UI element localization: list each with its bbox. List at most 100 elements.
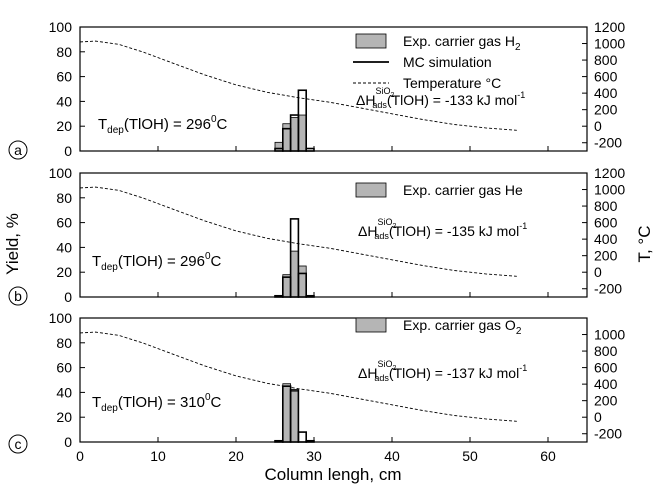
x-tick-label: 60 xyxy=(540,448,556,464)
tdep-t: T xyxy=(92,394,101,411)
x-label: Column lengh, cm xyxy=(264,465,401,484)
y-tick-label: 100 xyxy=(49,310,73,326)
dh-sup1: SiO xyxy=(377,217,392,227)
simulation-bar xyxy=(297,272,307,298)
panel-b: 020406080100-200020040060080010001200Exp… xyxy=(8,165,625,306)
panel-a: 020406080100-200020040060080010001200Exp… xyxy=(8,19,625,160)
dh-sup1sub: 2 xyxy=(392,365,396,372)
dh-sub1: ads xyxy=(374,231,389,241)
legend-label: Temperature °C xyxy=(403,75,501,91)
y2-tick-label: 0 xyxy=(594,118,602,134)
dh-sub1: ads xyxy=(372,100,387,110)
dh-delta: ΔH xyxy=(358,223,377,239)
y2-tick-label: -200 xyxy=(594,426,622,442)
dh-mid: (TlOH) = -135 kJ mol xyxy=(389,223,519,239)
y2-tick-label: -200 xyxy=(594,135,622,151)
y-tick-label: 100 xyxy=(49,165,73,181)
plot-frame xyxy=(79,317,588,443)
tdep-annotation: Tdep(TlOH) = 3100C xyxy=(92,392,222,414)
y-tick-label: 80 xyxy=(56,335,72,351)
dh-mid: (TlOH) = -137 kJ mol xyxy=(389,365,519,381)
dh-annotation: ΔHSiO2 ads(TlOH) = -135 kJ mol-1 xyxy=(358,217,527,241)
y2-tick-label: 0 xyxy=(594,409,602,425)
panels: 020406080100-200020040060080010001200Exp… xyxy=(8,19,625,464)
legend-label: Exp. carrier gas He xyxy=(403,182,523,198)
dh-sup2: -1 xyxy=(519,221,527,231)
simulation-bar xyxy=(297,431,307,443)
temperature-line xyxy=(79,40,517,131)
y2-tick-label: 600 xyxy=(594,215,618,231)
y2-tick-label: 200 xyxy=(594,393,618,409)
experiment-bar xyxy=(282,383,291,443)
tdep-sub: dep xyxy=(107,125,124,136)
x-tick-label: 40 xyxy=(384,448,400,464)
legend-label-main: Exp. carrier gas He xyxy=(403,182,523,198)
y-left-label: Yield, % xyxy=(3,213,22,275)
dh-sup1: SiO xyxy=(377,359,392,369)
legend-label: MC simulation xyxy=(403,54,492,70)
y2-tick-label: 1200 xyxy=(594,19,625,35)
y2-tick-label: 400 xyxy=(594,376,618,392)
legend-label-main: Exp. carrier gas O xyxy=(403,317,516,333)
simulation-bar xyxy=(289,389,300,443)
legend-label-main: Exp. carrier gas H xyxy=(403,33,515,49)
experiment-bar xyxy=(290,390,299,443)
y2-tick-label: -200 xyxy=(594,281,622,297)
y-right-label: T, °C xyxy=(635,225,654,262)
y-tick-label: 0 xyxy=(64,289,72,305)
y-tick-label: 40 xyxy=(56,239,72,255)
x-tick-label: 20 xyxy=(228,448,244,464)
temperature-line xyxy=(79,186,517,277)
dh-mid: (TlOH) = -133 kJ mol xyxy=(387,92,517,108)
legend-label-main: MC simulation xyxy=(403,54,492,70)
y-tick-label: 100 xyxy=(49,19,73,35)
tdep-sup: 0 xyxy=(211,114,217,125)
y-tick-label: 0 xyxy=(64,143,72,159)
dh-sup2: -1 xyxy=(517,90,525,100)
dh-annotation: ΔHSiO2 ads(TlOH) = -137 kJ mol-1 xyxy=(358,359,527,383)
x-tick-label: 30 xyxy=(306,448,322,464)
tdep-mid: (TlOH) = 310 xyxy=(118,394,205,411)
x-tick-label: 10 xyxy=(150,448,166,464)
simulation-bar xyxy=(274,294,284,298)
panel-label: c xyxy=(15,436,22,452)
tdep-sub: dep xyxy=(101,262,118,273)
tdep-annotation: Tdep(TlOH) = 2960C xyxy=(98,114,228,136)
y2-tick-label: 1000 xyxy=(594,182,625,198)
x-tick-label: 50 xyxy=(462,448,478,464)
dh-sup1sub: 2 xyxy=(390,92,394,99)
dh-delta: ΔH xyxy=(356,92,375,108)
y2-tick-label: 400 xyxy=(594,85,618,101)
dh-annotation: ΔHSiO2 ads(TlOH) = -133 kJ mol-1 xyxy=(356,86,525,110)
tdep-end: C xyxy=(211,253,222,270)
dh-sub1: ads xyxy=(374,373,389,383)
y2-tick-label: 800 xyxy=(594,198,618,214)
legend-label: Exp. carrier gas O2 xyxy=(403,317,522,337)
x-tick-label: 0 xyxy=(76,448,84,464)
y2-tick-label: 600 xyxy=(594,69,618,85)
panel-label-circle xyxy=(8,140,28,160)
simulation-bar xyxy=(305,294,315,298)
panel-label-circle xyxy=(8,286,28,306)
experiment-bar xyxy=(290,250,299,298)
y-tick-label: 0 xyxy=(64,434,72,450)
tdep-annotation: Tdep(TlOH) = 2960C xyxy=(92,251,222,273)
legend-swatch-bar xyxy=(355,317,387,333)
y2-tick-label: 800 xyxy=(594,343,618,359)
y2-tick-label: 600 xyxy=(594,360,618,376)
simulation-bar xyxy=(305,147,315,152)
dh-sup2: -1 xyxy=(519,363,527,373)
tdep-sup: 0 xyxy=(205,392,211,403)
legend-label-main: Temperature °C xyxy=(403,75,501,91)
y-tick-label: 60 xyxy=(56,69,72,85)
y-tick-label: 80 xyxy=(56,190,72,206)
y-tick-label: 60 xyxy=(56,215,72,231)
y-tick-label: 40 xyxy=(56,384,72,400)
tdep-t: T xyxy=(92,253,101,270)
dh-delta: ΔH xyxy=(358,365,377,381)
y-tick-label: 20 xyxy=(56,264,72,280)
y-tick-label: 20 xyxy=(56,409,72,425)
tdep-sup: 0 xyxy=(205,251,211,262)
y2-tick-label: 200 xyxy=(594,248,618,264)
tdep-t: T xyxy=(98,116,107,133)
